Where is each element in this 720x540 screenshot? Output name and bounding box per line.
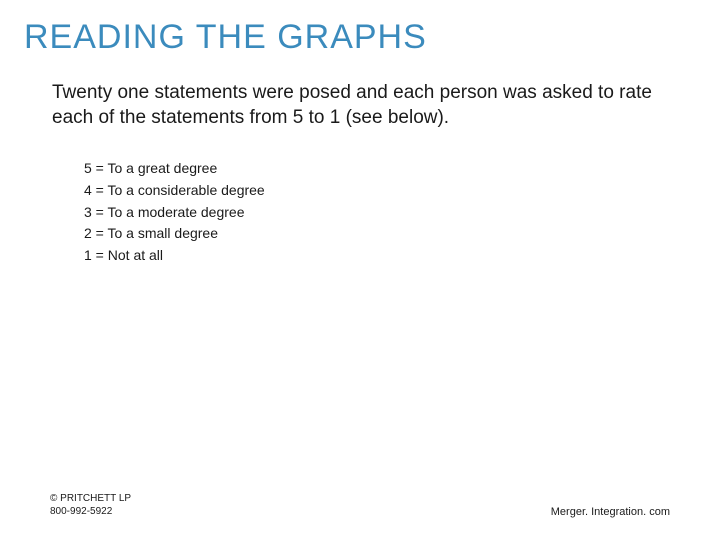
scale-item: 1 = Not at all bbox=[84, 245, 696, 267]
slide: READING THE GRAPHS Twenty one statements… bbox=[0, 0, 720, 540]
scale-item: 5 = To a great degree bbox=[84, 158, 696, 180]
scale-num: 3 bbox=[84, 204, 92, 220]
scale-num: 4 bbox=[84, 182, 92, 198]
scale-num: 1 bbox=[84, 247, 92, 263]
scale-num: 5 bbox=[84, 160, 92, 176]
scale-label: To a small degree bbox=[108, 225, 219, 241]
scale-label: Not at all bbox=[108, 247, 163, 263]
footer-left: © PRITCHETT LP 800-992-5922 bbox=[50, 492, 131, 518]
intro-paragraph: Twenty one statements were posed and eac… bbox=[52, 81, 676, 130]
scale-item: 3 = To a moderate degree bbox=[84, 202, 696, 224]
footer: © PRITCHETT LP 800-992-5922 Merger. Inte… bbox=[0, 492, 720, 518]
rating-scale-list: 5 = To a great degree 4 = To a considera… bbox=[84, 158, 696, 266]
copyright-text: © PRITCHETT LP bbox=[50, 492, 131, 505]
footer-right: Merger. Integration. com bbox=[551, 506, 670, 518]
scale-item: 4 = To a considerable degree bbox=[84, 180, 696, 202]
scale-num: 2 bbox=[84, 225, 92, 241]
page-title: READING THE GRAPHS bbox=[24, 18, 696, 57]
scale-label: To a moderate degree bbox=[108, 204, 245, 220]
scale-item: 2 = To a small degree bbox=[84, 223, 696, 245]
scale-label: To a great degree bbox=[108, 160, 218, 176]
phone-text: 800-992-5922 bbox=[50, 505, 131, 518]
scale-label: To a considerable degree bbox=[108, 182, 265, 198]
